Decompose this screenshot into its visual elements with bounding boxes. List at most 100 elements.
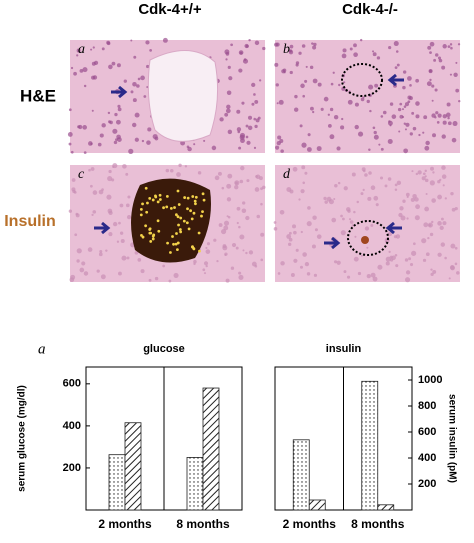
insulin-granule bbox=[158, 193, 162, 197]
cell bbox=[130, 90, 134, 94]
cell bbox=[230, 266, 235, 270]
cell bbox=[275, 42, 280, 47]
cell bbox=[68, 108, 72, 112]
cell bbox=[278, 99, 284, 105]
cell bbox=[398, 212, 403, 218]
cell bbox=[343, 186, 348, 191]
insulin-granule bbox=[156, 200, 160, 204]
cell bbox=[437, 221, 442, 226]
cell bbox=[368, 84, 374, 90]
insulin-granule bbox=[169, 251, 172, 254]
bar bbox=[377, 504, 395, 511]
cell bbox=[221, 186, 225, 190]
cell bbox=[429, 51, 432, 54]
cell bbox=[332, 71, 335, 74]
cell bbox=[333, 115, 339, 120]
cell bbox=[301, 165, 306, 170]
cell bbox=[317, 82, 322, 87]
cell bbox=[245, 124, 249, 128]
cell bbox=[260, 202, 263, 206]
insulin-granule bbox=[177, 223, 180, 227]
cell bbox=[447, 45, 451, 49]
cell bbox=[224, 49, 230, 55]
cell bbox=[253, 93, 256, 96]
cell bbox=[431, 113, 436, 118]
cell bbox=[128, 148, 134, 154]
y-tick-label: 600 bbox=[418, 426, 436, 438]
cell bbox=[306, 272, 311, 276]
cell bbox=[360, 254, 363, 257]
cell bbox=[227, 215, 231, 219]
cell bbox=[354, 235, 357, 238]
row-label: Insulin bbox=[4, 213, 56, 230]
insulin-granule bbox=[148, 231, 152, 235]
cell bbox=[226, 104, 231, 110]
insulin-granule bbox=[176, 189, 180, 193]
cell bbox=[356, 200, 359, 204]
cell bbox=[354, 124, 359, 130]
cell bbox=[262, 185, 266, 190]
x-tick-label: 2 months bbox=[283, 517, 337, 531]
cell bbox=[338, 83, 341, 87]
insulin-granule bbox=[149, 240, 153, 243]
insulin-granule bbox=[173, 206, 176, 209]
cell bbox=[125, 172, 129, 176]
cell bbox=[430, 268, 433, 271]
insulin-granule bbox=[183, 196, 187, 199]
insulin-granule bbox=[191, 195, 195, 198]
cell bbox=[282, 68, 287, 73]
cell bbox=[107, 175, 113, 182]
y-axis-label: serum insulin (pM) bbox=[446, 394, 457, 483]
arrow bbox=[387, 73, 404, 87]
cell bbox=[88, 168, 91, 172]
cell bbox=[299, 124, 303, 128]
insulin-granule bbox=[175, 232, 178, 235]
cell bbox=[422, 258, 427, 262]
cell bbox=[236, 109, 241, 114]
insulin-granule bbox=[176, 215, 180, 219]
cell bbox=[366, 246, 369, 249]
cell bbox=[435, 53, 439, 57]
cell bbox=[239, 179, 244, 184]
cell bbox=[137, 77, 141, 81]
insulin-granule bbox=[165, 205, 169, 209]
cell bbox=[187, 146, 192, 152]
insulin-granule bbox=[158, 198, 162, 201]
cell bbox=[442, 114, 447, 119]
panel-letter: c bbox=[78, 167, 85, 182]
x-tick-label: 8 months bbox=[176, 517, 230, 531]
cell bbox=[412, 126, 417, 131]
cell bbox=[450, 243, 456, 249]
cell bbox=[457, 43, 461, 46]
cell bbox=[307, 206, 311, 210]
cell bbox=[348, 218, 352, 221]
cell bbox=[293, 107, 299, 112]
cell bbox=[73, 71, 77, 76]
cell bbox=[234, 185, 239, 190]
x-tick-label: 2 months bbox=[98, 517, 152, 531]
cell bbox=[206, 242, 211, 246]
cell bbox=[83, 271, 89, 276]
cell bbox=[391, 114, 397, 119]
insulin-granule bbox=[156, 219, 160, 223]
cell bbox=[340, 230, 346, 236]
cell bbox=[412, 193, 417, 199]
cell bbox=[99, 249, 103, 253]
cell bbox=[407, 95, 412, 100]
cell bbox=[251, 102, 255, 106]
cell bbox=[122, 164, 127, 169]
cell bbox=[246, 179, 250, 183]
cell bbox=[353, 43, 357, 48]
insulin-granule bbox=[192, 211, 196, 215]
cell bbox=[377, 264, 383, 270]
cell bbox=[409, 84, 412, 87]
cell bbox=[404, 277, 411, 283]
cell bbox=[274, 62, 279, 67]
cell bbox=[437, 252, 442, 257]
cell bbox=[409, 262, 414, 267]
panel-letter: a bbox=[78, 42, 85, 57]
cell bbox=[437, 180, 441, 184]
cell bbox=[438, 58, 443, 63]
cell bbox=[401, 108, 405, 111]
cell bbox=[279, 209, 285, 215]
